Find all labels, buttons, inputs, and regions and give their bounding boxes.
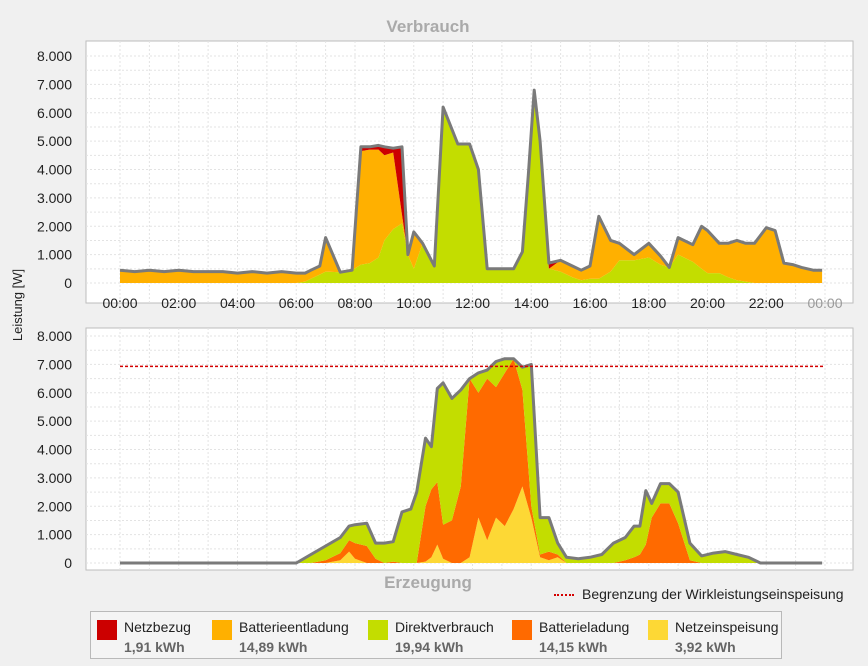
y-tick-label-1: 0 <box>64 275 72 291</box>
y-tick-label-2: 3.000 <box>37 470 72 486</box>
y-tick-label-1: 8.000 <box>37 48 72 64</box>
y-tick-label-1: 1.000 <box>37 247 72 263</box>
limit-line-swatch <box>554 594 574 597</box>
y-tick-label-2: 1.000 <box>37 527 72 543</box>
y-tick-label-2: 0 <box>64 555 72 571</box>
x-tick-label: 02:00 <box>161 295 196 311</box>
y-axis-label: Leistung [W] <box>10 269 25 341</box>
legend-label-batterieentladung: Batterieentladung <box>239 619 349 635</box>
legend-swatch-direktverbrauch <box>368 620 388 640</box>
y-tick-label-1: 3.000 <box>37 190 72 206</box>
legend-value-netzeinspeisung: 3,92 kWh <box>675 639 736 655</box>
total-outline-1 <box>119 88 823 275</box>
panel-title-verbrauch: Verbrauch <box>386 17 469 36</box>
x-tick-label: 08:00 <box>337 295 372 311</box>
x-tick-label: 00:00 <box>102 295 137 311</box>
legend-swatch-batterieentladung <box>212 620 232 640</box>
legend-value-batterieentladung: 14,89 kWh <box>239 639 308 655</box>
legend-value-direktverbrauch: 19,94 kWh <box>395 639 464 655</box>
legend-label-batterieladung: Batterieladung <box>539 619 630 635</box>
y-tick-label-2: 8.000 <box>37 328 72 344</box>
legend-label-netzbezug: Netzbezug <box>124 619 191 635</box>
x-tick-label: 18:00 <box>631 295 666 311</box>
legend-value-netzbezug: 1,91 kWh <box>124 639 185 655</box>
x-tick-label: 00:00 <box>807 295 842 311</box>
legend-swatch-netzbezug <box>97 620 117 640</box>
x-tick-label: 16:00 <box>572 295 607 311</box>
x-tick-label: 12:00 <box>455 295 490 311</box>
y-tick-label-2: 6.000 <box>37 385 72 401</box>
y-tick-label-1: 6.000 <box>37 105 72 121</box>
x-tick-label: 10:00 <box>396 295 431 311</box>
limit-line-label: Begrenzung der Wirkleistungseinspeisung <box>582 586 844 602</box>
x-tick-label: 14:00 <box>514 295 549 311</box>
legend-swatch-batterieladung <box>512 620 532 640</box>
x-tick-label: 04:00 <box>220 295 255 311</box>
y-tick-label-1: 5.000 <box>37 133 72 149</box>
x-tick-label: 22:00 <box>749 295 784 311</box>
y-tick-label-2: 5.000 <box>37 413 72 429</box>
area-direktverbrauch-1 <box>120 90 823 283</box>
panel-title-erzeugung: Erzeugung <box>384 573 472 592</box>
y-tick-label-2: 7.000 <box>37 356 72 372</box>
legend-value-batterieladung: 14,15 kWh <box>539 639 608 655</box>
legend-label-direktverbrauch: Direktverbrauch <box>395 619 494 635</box>
limit-line-legend: Begrenzung der Wirkleistungseinspeisung <box>554 586 843 602</box>
y-tick-label-1: 7.000 <box>37 76 72 92</box>
legend-swatch-netzeinspeisung <box>648 620 668 640</box>
legend: Netzbezug 1,91 kWh Batterieentladung 14,… <box>90 611 782 659</box>
area-batterieladung-2 <box>120 358 823 563</box>
x-tick-label: 20:00 <box>690 295 725 311</box>
y-tick-label-2: 4.000 <box>37 442 72 458</box>
y-tick-label-1: 4.000 <box>37 162 72 178</box>
x-tick-label: 06:00 <box>279 295 314 311</box>
y-tick-label-2: 2.000 <box>37 498 72 514</box>
legend-label-netzeinspeisung: Netzeinspeisung <box>675 619 779 635</box>
y-tick-label-1: 2.000 <box>37 218 72 234</box>
area-direktverbrauch-2 <box>120 358 823 563</box>
area-batterieentladung-1 <box>120 90 823 283</box>
